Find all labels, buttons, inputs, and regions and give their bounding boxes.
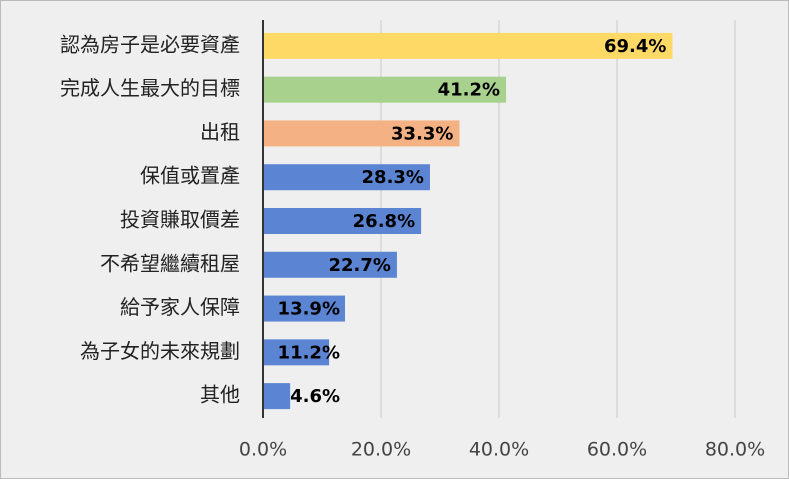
value-label: 41.2% <box>438 80 500 101</box>
y-tick-label: 給予家人保障 <box>120 295 240 319</box>
value-label: 69.4% <box>604 36 666 57</box>
x-tick-label: 60.0% <box>587 439 647 461</box>
y-tick-label: 保值或置產 <box>140 164 240 188</box>
y-tick-label: 為子女的未來規劃 <box>80 339 240 363</box>
y-tick-label: 投資賺取價差 <box>120 208 240 232</box>
x-tick-label: 40.0% <box>469 439 529 461</box>
bar <box>263 295 346 322</box>
y-tick-label: 出租 <box>200 120 240 144</box>
y-tick-label: 認為房子是必要資產 <box>60 32 240 56</box>
bar <box>263 76 507 103</box>
bar <box>263 164 430 191</box>
y-tick-label: 不希望繼續租屋 <box>100 251 240 275</box>
x-tick-label: 0.0% <box>239 439 287 461</box>
bar <box>263 339 330 366</box>
x-tick-label: 80.0% <box>705 439 765 461</box>
bar <box>263 120 460 147</box>
x-tick-label: 20.0% <box>351 439 411 461</box>
value-label: 13.9% <box>278 299 340 320</box>
bar <box>263 32 673 59</box>
bar <box>263 208 422 234</box>
value-label: 4.6% <box>290 386 340 407</box>
bar <box>263 383 291 410</box>
value-label: 28.3% <box>362 167 424 188</box>
value-label: 33.3% <box>391 123 453 144</box>
y-tick-label: 完成人生最大的目標 <box>60 76 240 100</box>
bar <box>263 251 397 278</box>
value-label: 11.2% <box>278 342 340 363</box>
y-tick-label: 其他 <box>200 383 240 407</box>
value-label: 26.8% <box>353 211 415 232</box>
value-label: 22.7% <box>328 255 390 276</box>
